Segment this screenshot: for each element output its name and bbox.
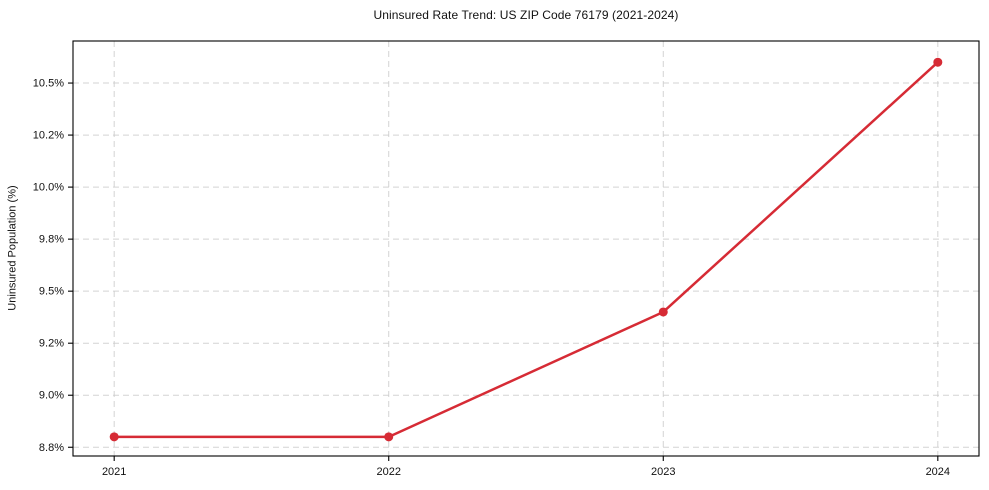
data-point: [933, 57, 943, 67]
chart-title: Uninsured Rate Trend: US ZIP Code 76179 …: [373, 8, 679, 22]
y-tick-label: 8.8%: [39, 442, 64, 454]
y-tick-label: 9.2%: [39, 338, 64, 350]
trend-line: [112, 60, 940, 439]
x-tick-label: 2024: [926, 466, 950, 478]
y-tick-label: 9.8%: [39, 234, 64, 246]
x-tick-label: 2021: [102, 466, 126, 478]
data-point: [109, 432, 119, 442]
plot-frame: [72, 40, 980, 457]
data-point: [658, 307, 668, 317]
x-tick-label: 2023: [651, 466, 675, 478]
x-tick-label: 2022: [376, 466, 400, 478]
y-tick-label: 9.0%: [39, 390, 64, 402]
y-tick-label: 10.0%: [33, 182, 64, 194]
y-tick-label: 9.5%: [39, 286, 64, 298]
data-point: [384, 432, 394, 442]
y-tick-label: 10.5%: [33, 78, 64, 90]
y-tick-label: 10.2%: [33, 130, 64, 142]
